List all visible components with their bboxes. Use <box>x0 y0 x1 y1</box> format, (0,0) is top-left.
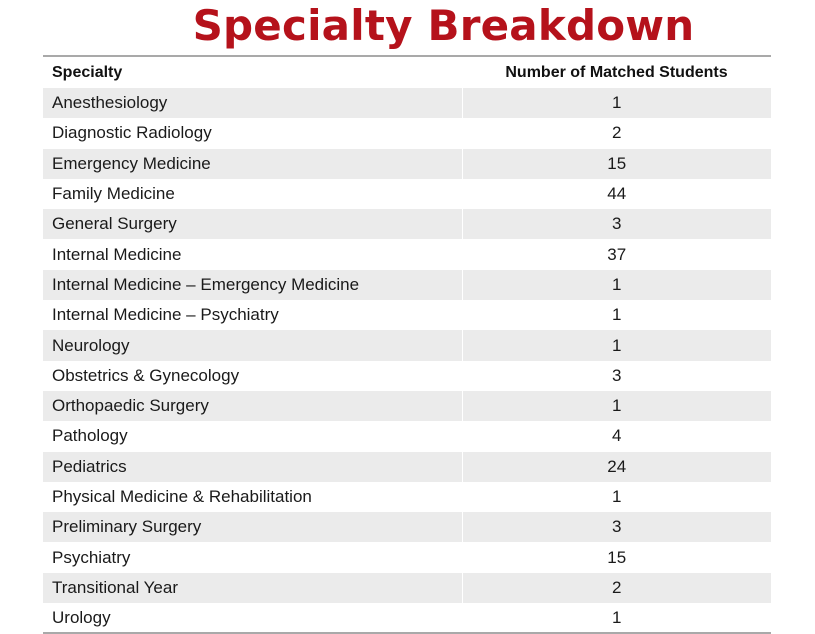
specialty-cell: Anesthesiology <box>43 88 462 119</box>
specialty-cell: Diagnostic Radiology <box>52 123 212 143</box>
matched-count-cell: 1 <box>461 390 771 422</box>
matched-count-cell: 3 <box>461 209 771 240</box>
specialty-cell: Physical Medicine & Rehabilitation <box>52 487 312 506</box>
table-row: Urology 1 <box>43 603 771 634</box>
matched-count-cell: 44 <box>461 178 771 210</box>
specialty-cell: Emergency Medicine <box>43 148 462 179</box>
table-row: Anesthesiology 1 <box>43 88 771 119</box>
specialty-cell: Orthopaedic Surgery <box>43 390 462 422</box>
header-row: Specialty Number of Matched Students <box>43 56 771 88</box>
table-row: Neurology 1 <box>43 330 771 361</box>
table-row: Internal Medicine – Emergency Medicine 1 <box>43 269 771 301</box>
table-row: Internal Medicine 37 <box>43 239 771 270</box>
table-header: Specialty Number of Matched Students <box>43 56 771 88</box>
specialty-cell: Pediatrics <box>43 451 462 482</box>
table-row: Pathology 4 <box>43 421 771 452</box>
specialty-cell: Internal Medicine – Psychiatry <box>52 305 279 325</box>
matched-count-cell: 1 <box>461 269 771 301</box>
matched-count-cell: 24 <box>461 451 771 482</box>
matched-count-cell: 15 <box>461 542 771 573</box>
table-row: Diagnostic Radiology 2 <box>43 118 771 149</box>
table-row: Internal Medicine – Psychiatry 1 <box>43 300 771 331</box>
specialty-cell: Internal Medicine <box>52 244 182 264</box>
matched-count-cell: 15 <box>461 148 771 179</box>
specialty-cell: Preliminary Surgery <box>43 512 462 543</box>
specialty-cell: Obstetrics & Gynecology <box>52 365 240 385</box>
specialty-cell: Pathology <box>52 426 128 446</box>
matched-count-cell: 3 <box>461 512 771 543</box>
table-body: Anesthesiology 1 Diagnostic Radiology 2 Emer… <box>43 88 771 634</box>
table-row: Physical Medicine & Rehabilitation 1 <box>43 481 771 513</box>
matched-count-cell: 4 <box>461 421 771 452</box>
specialty-cell: Transitional Year <box>43 572 462 604</box>
specialty-table-container: Specialty Number of Matched Students Ane… <box>43 55 771 634</box>
table-row: Obstetrics & Gynecology 3 <box>43 360 771 391</box>
table-row: General Surgery 3 <box>43 209 771 240</box>
table-row: Psychiatry 15 <box>43 542 771 573</box>
specialty-cell: Internal Medicine – Emergency Medicine <box>43 269 462 301</box>
specialty-table: Specialty Number of Matched Students Ane… <box>43 55 771 634</box>
specialty-cell: Neurology <box>43 330 462 361</box>
matched-count-cell: 1 <box>461 300 771 331</box>
table-row: Emergency Medicine 15 <box>43 148 771 179</box>
table-row: Family Medicine 44 <box>43 178 771 210</box>
table-row: Orthopaedic Surgery 1 <box>43 390 771 422</box>
table-row: Preliminary Surgery 3 <box>43 512 771 543</box>
specialty-cell: General Surgery <box>43 209 462 240</box>
specialty-cell: Psychiatry <box>52 547 131 567</box>
matched-count-cell: 2 <box>461 572 771 604</box>
specialty-cell: Family Medicine <box>52 184 175 204</box>
matched-count-cell: 37 <box>461 239 771 270</box>
matched-count-cell: 1 <box>461 330 771 361</box>
page-title: Specialty Breakdown <box>192 1 695 50</box>
matched-count-cell: 1 <box>461 603 771 634</box>
table-row: Pediatrics 24 <box>43 451 771 482</box>
matched-count-cell: 3 <box>461 360 771 391</box>
table-row: Transitional Year 2 <box>43 572 771 604</box>
header-matched-students: Number of Matched Students <box>505 63 728 81</box>
matched-count-cell: 2 <box>461 118 771 149</box>
specialty-cell: Urology <box>52 607 111 627</box>
matched-count-cell: 1 <box>461 88 771 119</box>
matched-count-cell: 1 <box>461 481 771 513</box>
header-specialty: Specialty <box>52 63 123 81</box>
